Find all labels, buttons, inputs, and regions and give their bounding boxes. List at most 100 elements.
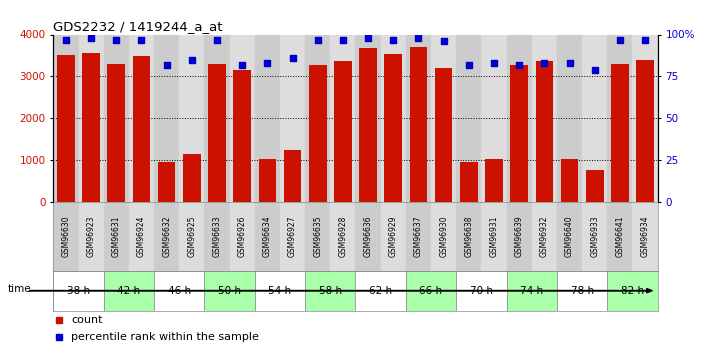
Text: GSM96932: GSM96932 bbox=[540, 216, 549, 257]
Point bbox=[60, 37, 72, 42]
Bar bbox=[633, 202, 658, 271]
Bar bbox=[607, 34, 633, 202]
Bar bbox=[456, 202, 481, 271]
Bar bbox=[535, 61, 553, 202]
Bar bbox=[385, 54, 402, 202]
Bar bbox=[154, 34, 179, 202]
Text: 70 h: 70 h bbox=[470, 286, 493, 296]
Point bbox=[312, 37, 324, 42]
Bar bbox=[481, 202, 506, 271]
Bar bbox=[356, 271, 406, 310]
Bar bbox=[506, 202, 532, 271]
Bar bbox=[205, 202, 230, 271]
Bar bbox=[183, 154, 201, 202]
Bar bbox=[179, 34, 205, 202]
Bar bbox=[359, 48, 377, 202]
Text: time: time bbox=[8, 284, 31, 294]
Bar bbox=[406, 271, 456, 310]
Bar bbox=[611, 64, 629, 202]
Text: GSM96923: GSM96923 bbox=[87, 216, 95, 257]
Text: 58 h: 58 h bbox=[319, 286, 342, 296]
Bar bbox=[158, 162, 176, 202]
Text: 62 h: 62 h bbox=[369, 286, 392, 296]
Bar bbox=[380, 34, 406, 202]
Bar bbox=[506, 34, 532, 202]
Bar bbox=[280, 202, 305, 271]
Bar bbox=[410, 48, 427, 202]
Point bbox=[262, 60, 273, 66]
Point bbox=[639, 37, 651, 42]
Text: GSM96633: GSM96633 bbox=[213, 216, 222, 257]
Bar bbox=[78, 34, 104, 202]
Bar bbox=[431, 34, 456, 202]
Bar bbox=[582, 202, 607, 271]
Text: GSM96637: GSM96637 bbox=[414, 216, 423, 257]
Point bbox=[136, 37, 147, 42]
Bar bbox=[510, 65, 528, 202]
Point bbox=[463, 62, 474, 67]
Bar bbox=[356, 202, 380, 271]
Bar bbox=[435, 68, 452, 202]
Bar bbox=[607, 202, 633, 271]
Text: 42 h: 42 h bbox=[117, 286, 141, 296]
Bar bbox=[104, 271, 154, 310]
Text: GSM96640: GSM96640 bbox=[565, 216, 574, 257]
Point bbox=[211, 37, 223, 42]
Text: GSM96933: GSM96933 bbox=[590, 216, 599, 257]
Text: 82 h: 82 h bbox=[621, 286, 644, 296]
Bar bbox=[456, 34, 481, 202]
Text: GSM96638: GSM96638 bbox=[464, 216, 474, 257]
Text: 46 h: 46 h bbox=[168, 286, 191, 296]
Text: GSM96925: GSM96925 bbox=[187, 216, 196, 257]
Bar bbox=[582, 34, 607, 202]
Bar bbox=[233, 70, 251, 202]
Point bbox=[413, 35, 424, 41]
Point bbox=[438, 38, 449, 44]
Bar bbox=[636, 60, 654, 202]
Bar bbox=[82, 53, 100, 202]
Bar bbox=[129, 34, 154, 202]
Bar bbox=[406, 34, 431, 202]
Point bbox=[614, 37, 626, 42]
Bar bbox=[557, 34, 582, 202]
Bar bbox=[481, 34, 506, 202]
Bar bbox=[208, 64, 226, 202]
Text: 50 h: 50 h bbox=[218, 286, 241, 296]
Text: GDS2232 / 1419244_a_at: GDS2232 / 1419244_a_at bbox=[53, 20, 223, 33]
Bar bbox=[53, 34, 78, 202]
Text: GSM96632: GSM96632 bbox=[162, 216, 171, 257]
Bar bbox=[259, 159, 276, 202]
Point bbox=[387, 37, 399, 42]
Text: GSM96639: GSM96639 bbox=[515, 216, 524, 257]
Text: GSM96635: GSM96635 bbox=[314, 216, 322, 257]
Bar bbox=[104, 34, 129, 202]
Text: GSM96926: GSM96926 bbox=[237, 216, 247, 257]
Bar bbox=[107, 64, 125, 202]
Text: GSM96934: GSM96934 bbox=[641, 216, 650, 257]
Bar bbox=[53, 202, 78, 271]
Bar bbox=[53, 271, 104, 310]
Bar bbox=[305, 34, 331, 202]
Text: 74 h: 74 h bbox=[520, 286, 543, 296]
Bar bbox=[133, 56, 150, 202]
Bar bbox=[356, 34, 380, 202]
Point bbox=[337, 37, 348, 42]
Bar bbox=[485, 159, 503, 202]
Bar bbox=[561, 159, 578, 202]
Bar bbox=[284, 150, 301, 202]
Point bbox=[488, 60, 500, 66]
Bar bbox=[456, 271, 506, 310]
Bar bbox=[380, 202, 406, 271]
Bar bbox=[334, 61, 352, 202]
Bar bbox=[331, 202, 356, 271]
Text: GSM96631: GSM96631 bbox=[112, 216, 121, 257]
Point bbox=[237, 62, 248, 67]
Bar bbox=[532, 202, 557, 271]
Point bbox=[287, 55, 298, 61]
Bar bbox=[607, 271, 658, 310]
Bar bbox=[305, 202, 331, 271]
Bar bbox=[557, 202, 582, 271]
Bar bbox=[506, 271, 557, 310]
Bar bbox=[57, 55, 75, 202]
Bar bbox=[230, 202, 255, 271]
